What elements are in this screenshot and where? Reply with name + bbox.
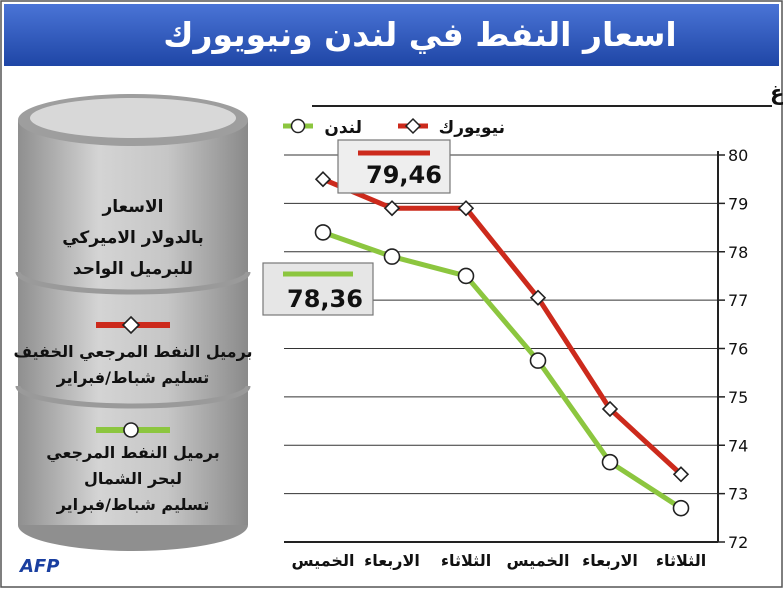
chart-subtitle: 31 ديسمبر 2009، حوالى الساعة 11:00 ت غ (770, 81, 783, 105)
chart-legend: نيويورك لندن (283, 117, 505, 138)
point-newyork-5 (672, 466, 690, 483)
callout-london: 78,36 (262, 262, 374, 316)
legend-london-label: لندن (324, 118, 362, 138)
y-tick-label-2: 74 (728, 436, 748, 455)
ny-description-line2: تسليم شباط/فبراير (56, 368, 210, 387)
point-london-0 (314, 224, 332, 241)
x-tick-label-0: الخميس (292, 551, 355, 570)
barrel-hoop-upper (15, 271, 251, 295)
point-newyork-1 (383, 200, 401, 217)
x-tick-label-1: الاربعاء (364, 551, 420, 570)
series-layer (314, 171, 690, 517)
barrel-text-currency: بالدولار الاميركي (62, 228, 204, 248)
afp-logo: AFP (18, 556, 59, 577)
point-newyork-4 (601, 400, 619, 418)
barrel-hoop-lower (15, 385, 251, 409)
legend-ldn-marker (290, 118, 306, 134)
x-tick-label-4: الاربعاء (582, 551, 638, 570)
ldn-description-line2: لبحر الشمال (84, 469, 182, 488)
x-tick-label-2: الثلاثاء (441, 551, 491, 570)
barrel-text-prices: الاسعار (102, 197, 164, 217)
barrel-text-per-barrel: للبرميل الواحد (73, 259, 193, 279)
point-london-4 (601, 453, 619, 471)
legend-key-london (96, 422, 170, 438)
point-london-3 (529, 352, 547, 369)
callout-ny-box (337, 139, 451, 194)
callout-newyork: 79,46 (337, 139, 451, 194)
point-newyork-3 (529, 289, 547, 306)
y-tick-label-8: 80 (728, 146, 748, 165)
barrel-lid (30, 98, 236, 138)
series-line-newyork (320, 176, 684, 477)
point-newyork-2 (457, 200, 475, 217)
legend-key-newyork (96, 315, 170, 335)
series-line-london (320, 229, 684, 511)
callout-ny-value: 79,46 (366, 161, 442, 189)
ny-description-line1: برميل النفط المرجعي الخفيف (13, 342, 252, 362)
ldn-key-marker (123, 422, 139, 438)
y-tick-label-0: 72 (728, 533, 748, 552)
legend-newyork-label: نيويورك (439, 118, 505, 138)
y-tick-label-5: 77 (728, 291, 748, 310)
barrel-bottom (18, 525, 248, 551)
point-london-1 (383, 248, 401, 265)
chart-title: اسعار النفط في لندن ونيويورك (163, 15, 676, 55)
y-tick-label-1: 73 (728, 485, 748, 504)
ldn-description-line3: تسليم شباط/فبراير (56, 495, 210, 514)
ldn-description-line1: برميل النفط المرجعي (46, 443, 219, 463)
axis-layer: 72 73 74 75 76 77 78 79 80 (284, 146, 748, 552)
y-tick-label-4: 76 (728, 340, 748, 359)
x-tick-label-5: الثلاثاء (656, 551, 706, 570)
header-bar (4, 4, 779, 66)
y-tick-label-3: 75 (728, 388, 748, 407)
callout-ldn-value: 78,36 (287, 285, 363, 313)
y-tick-label-6: 78 (728, 243, 748, 262)
legend-ny-marker (404, 117, 422, 135)
y-tick-label-7: 79 (728, 194, 748, 213)
x-tick-label-3: الخميس (507, 551, 570, 570)
ny-key-marker (121, 315, 141, 335)
point-london-5 (672, 499, 690, 517)
x-axis-labels: الخميس الاربعاء الثلاثاء الخميس الاربعاء الثل… (292, 551, 707, 570)
point-london-2 (457, 267, 475, 285)
point-newyork-0 (314, 171, 332, 188)
